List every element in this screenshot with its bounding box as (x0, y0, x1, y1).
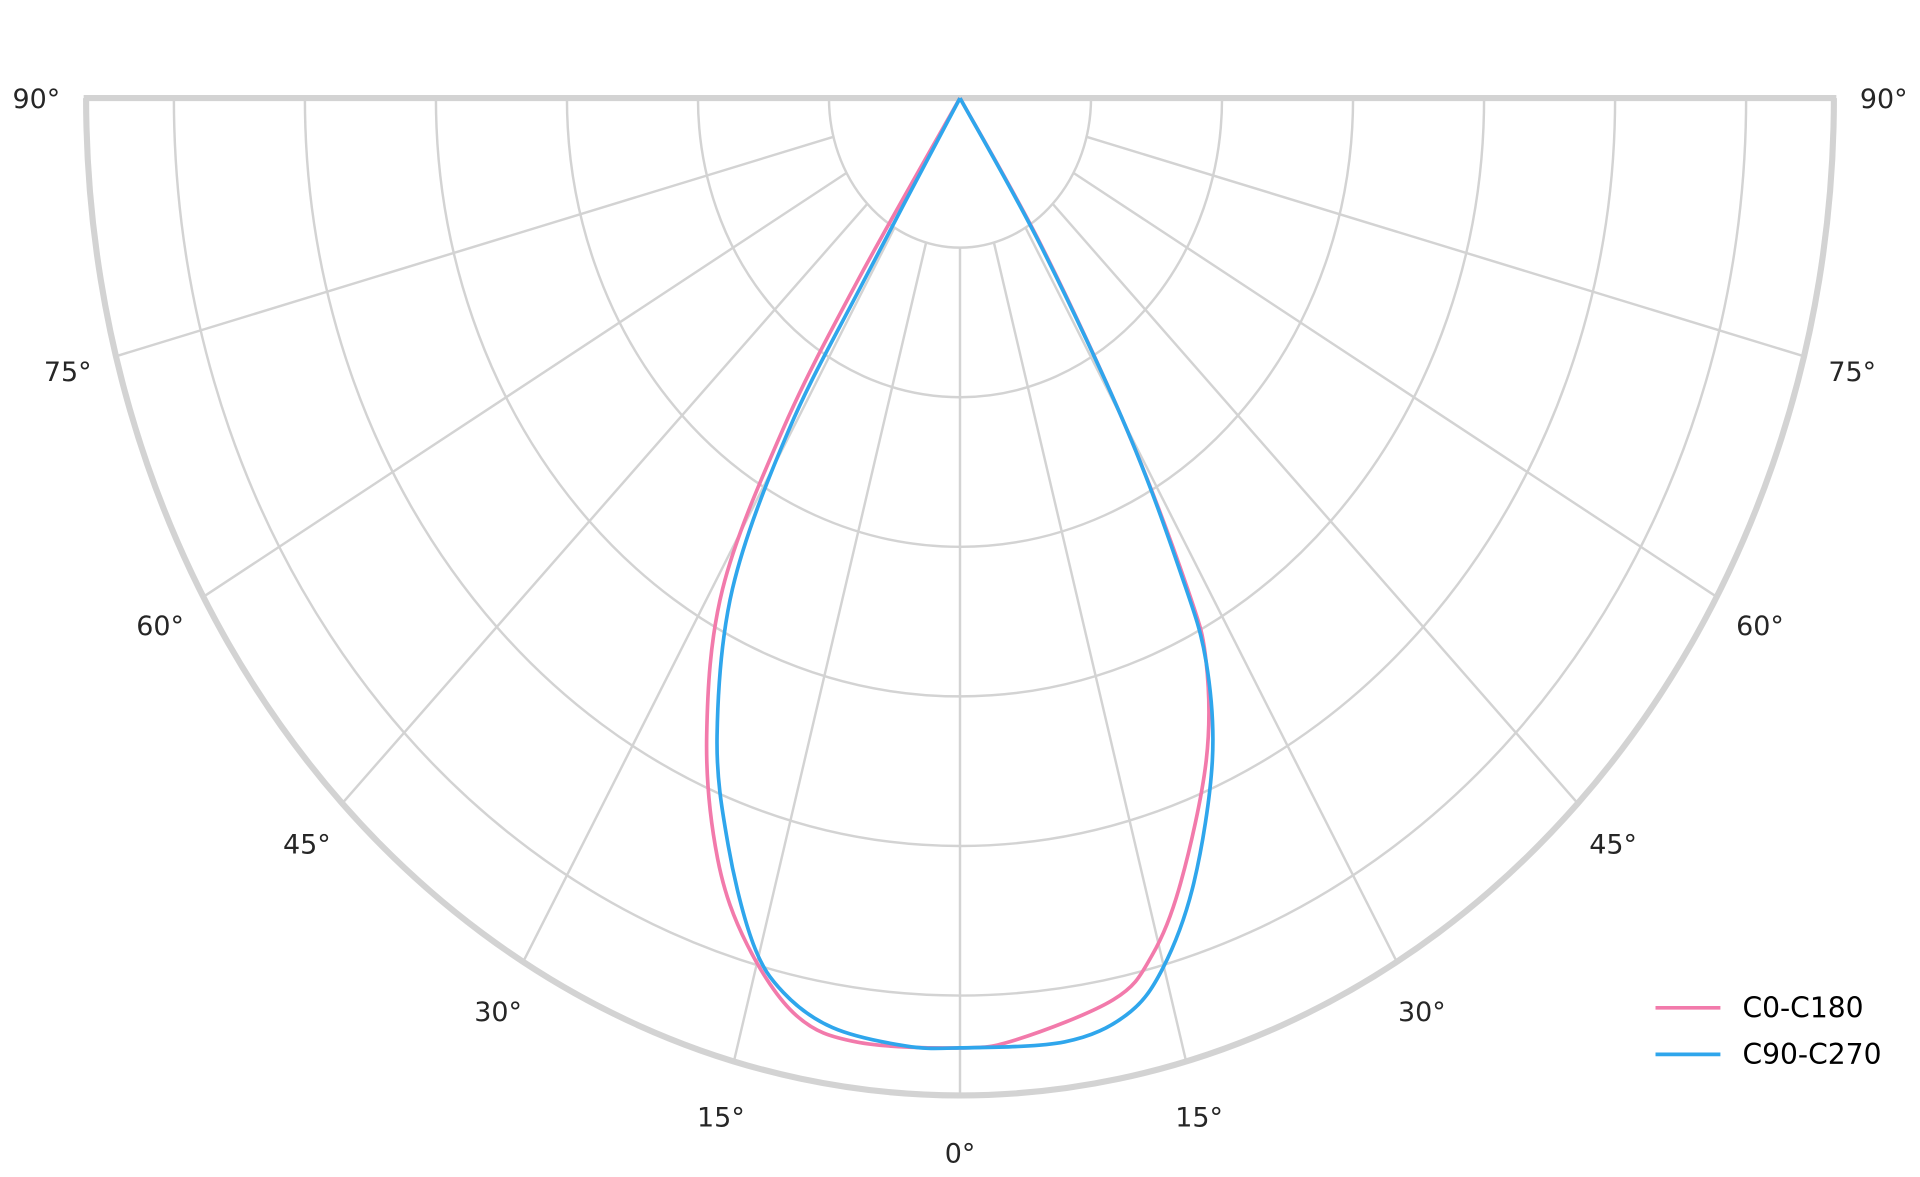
angle-tick-label: 90° (1860, 84, 1908, 115)
grid-spoke (341, 203, 869, 805)
legend-label: C90-C270 (1742, 1038, 1881, 1071)
angle-tick-label: 75° (44, 357, 92, 388)
outer-frame (83, 98, 1837, 1099)
angle-tick-label: 45° (1589, 830, 1637, 861)
grid-spoke (732, 242, 928, 1063)
series-c0-c180 (704, 97, 1211, 1050)
grid-spoke (521, 227, 896, 963)
grid-spoke (1086, 135, 1805, 358)
angle-tick-label: 75° (1828, 357, 1876, 388)
grid-spoke (1024, 227, 1399, 963)
series-curves (704, 97, 1215, 1051)
angle-tick-label: 30° (1398, 997, 1446, 1028)
legend: C0-C180 C90-C270 (1655, 992, 1882, 1071)
angle-tick-label: 45° (283, 830, 331, 861)
series-c90-c270 (715, 97, 1215, 1051)
grid (83, 95, 1837, 1099)
angle-tick-label: 60° (1736, 611, 1784, 642)
grid-spoke (1051, 203, 1579, 805)
angle-ticks: 90° 75° 60° 45° 30° 15° 0° 15° 30° 45° 60° 75° 90° (12, 84, 1907, 1170)
grid-ring (827, 98, 1093, 249)
grid-spoke (202, 171, 848, 598)
angle-tick-label: 30° (474, 997, 522, 1028)
legend-label: C0-C180 (1742, 992, 1863, 1025)
angle-tick-label: 15° (697, 1102, 745, 1133)
grid-spoke (1072, 171, 1718, 598)
angle-tick-label: 0° (945, 1138, 976, 1169)
angle-tick-label: 15° (1175, 1102, 1223, 1133)
angle-tick-label: 60° (136, 611, 184, 642)
grid-spoke (992, 242, 1188, 1063)
grid-spoke (115, 135, 834, 358)
angle-tick-label: 90° (12, 84, 60, 115)
